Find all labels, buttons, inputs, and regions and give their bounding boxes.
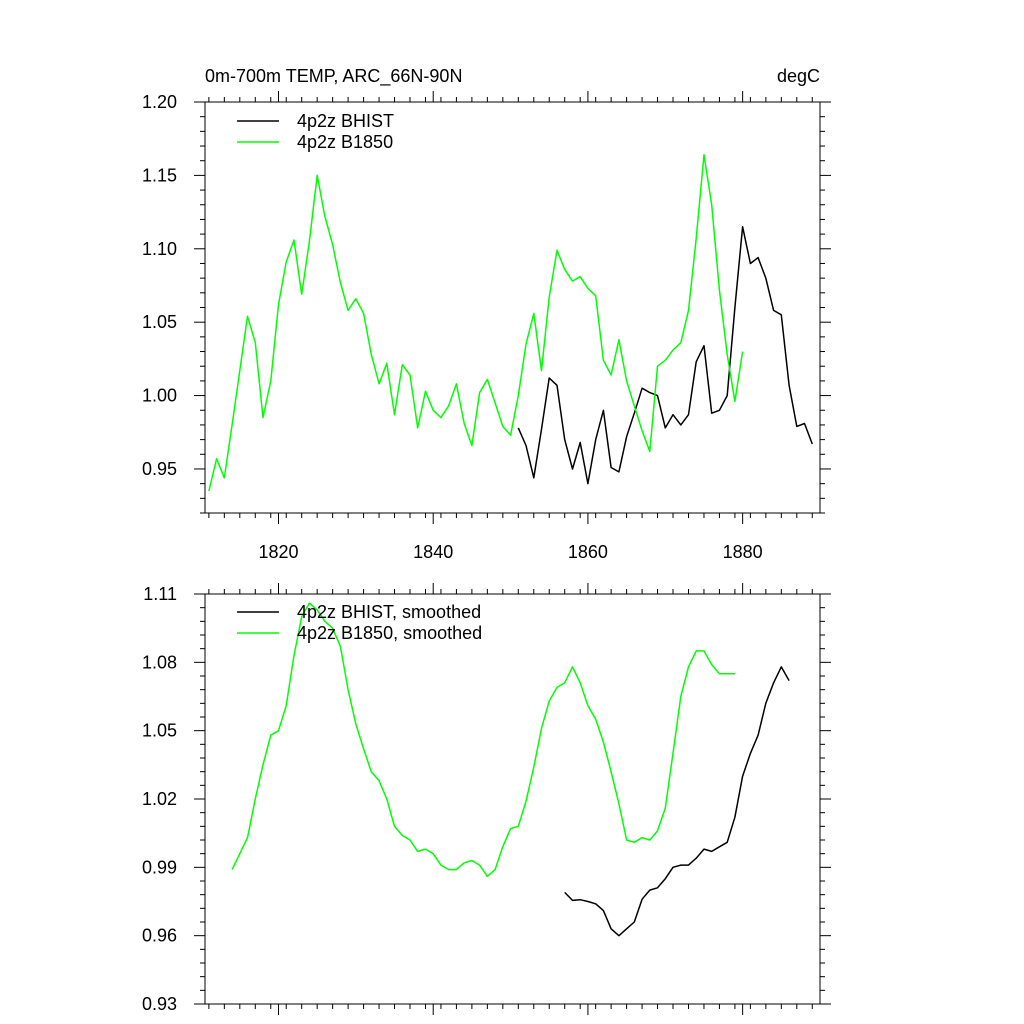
y-tick-label: 1.05 [142,312,177,332]
series-line-4p2z-b1850 [208,154,744,492]
y-tick-label: 0.99 [142,857,177,877]
x-tick-label: 1820 [258,542,298,562]
legend-label: 4p2z BHIST, smoothed [297,602,481,622]
x-tick-label: 1880 [723,542,763,562]
y-tick-label: 0.93 [142,994,177,1014]
figure-title: 0m-700m TEMP, ARC_66N-90N [205,66,462,87]
x-tick-label: 1840 [413,542,453,562]
y-tick-label: 1.11 [143,584,177,604]
series-line-4p2z-bhist-smoothed [564,666,790,937]
bottom-panel: 0.93 0.96 0.99 1.02 1.05 1.08 1.11 4p2z BHIST, … [142,583,831,1015]
series-line-4p2z-bhist [517,226,814,485]
y-tick-label: 1.10 [142,239,177,259]
y-tick-label: 1.05 [142,721,177,741]
series-line-4p2z-b1850-smoothed [231,602,735,878]
y-tick-label: 0.95 [142,459,177,479]
plot-frame [204,593,821,1005]
y-tick-label: 1.00 [142,386,177,406]
top-panel: 1820 1840 1860 1880 0.95 1.00 1.05 1.10 1.15 1.20… [142,91,831,562]
y-tick-label: 1.08 [142,652,177,672]
y-tick-label: 1.15 [142,165,177,185]
legend-label: 4p2z B1850, smoothed [297,623,482,643]
x-tick-label: 1860 [568,542,608,562]
plot-frame [204,101,821,514]
legend-label: 4p2z BHIST [297,111,394,131]
y-tick-label: 0.96 [142,926,177,946]
units-label: degC [777,66,820,86]
legend-label: 4p2z B1850 [297,132,393,152]
y-tick-label: 1.02 [142,789,177,809]
y-tick-label: 1.20 [142,92,177,112]
